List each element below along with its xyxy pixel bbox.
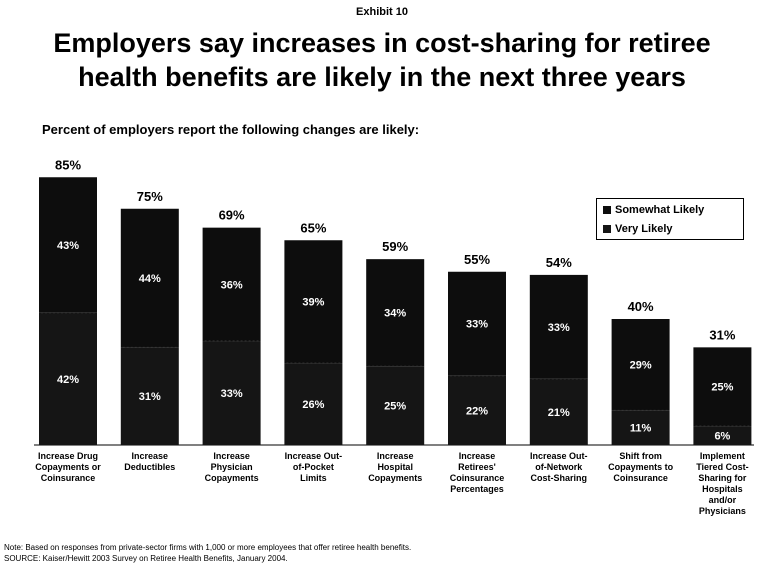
total-label: 31% — [709, 327, 735, 342]
data-label-somewhat-likely: 39% — [302, 297, 324, 309]
bar-very-likely — [202, 341, 261, 445]
category-label: Increase Drug Copayments or Coinsurance — [35, 451, 101, 483]
data-label-somewhat-likely: 36% — [221, 279, 243, 291]
data-label-very-likely: 42% — [57, 374, 79, 386]
bar-very-likely — [611, 410, 670, 445]
category-label: Increase Hospital Copayments — [368, 451, 422, 483]
bar-somewhat-likely — [529, 274, 588, 379]
total-label: 59% — [382, 239, 408, 254]
note-text: Note: Based on responses from private-se… — [4, 543, 412, 552]
bar-somewhat-likely — [693, 347, 752, 427]
exhibit-label: Exhibit 10 — [356, 6, 408, 18]
footnote: Note: Based on responses from private-se… — [4, 542, 411, 564]
data-label-somewhat-likely: 25% — [711, 382, 733, 394]
legend-swatch-somewhat-likely — [603, 206, 611, 214]
legend: Somewhat Likely Very Likely — [596, 198, 744, 240]
legend-item-very-likely: Very Likely — [597, 221, 743, 237]
category-label: Increase Retirees' Coinsurance Percentages — [450, 451, 505, 494]
bar-very-likely — [120, 347, 179, 445]
bar-very-likely — [366, 366, 425, 445]
legend-item-somewhat-likely: Somewhat Likely — [597, 202, 743, 218]
data-label-somewhat-likely: 34% — [384, 308, 406, 320]
data-label-somewhat-likely: 33% — [466, 319, 488, 331]
bar-somewhat-likely — [39, 177, 97, 313]
data-label-somewhat-likely: 43% — [57, 240, 79, 252]
bar-very-likely — [693, 426, 752, 445]
bar-somewhat-likely — [120, 208, 179, 348]
data-label-very-likely: 21% — [548, 407, 570, 419]
data-label-very-likely: 31% — [139, 391, 161, 403]
chart-subtitle: Percent of employers report the followin… — [42, 122, 420, 137]
data-label-very-likely: 22% — [466, 405, 488, 417]
category-label: Increase Deductibles — [124, 451, 175, 472]
legend-label-very-likely: Very Likely — [615, 223, 673, 235]
total-label: 54% — [546, 255, 572, 270]
data-label-very-likely: 11% — [630, 423, 652, 435]
bar-very-likely — [529, 378, 588, 445]
total-label: 40% — [628, 299, 654, 314]
data-label-very-likely: 26% — [302, 399, 324, 411]
total-label: 85% — [55, 157, 81, 172]
category-label: Increase Physician Copayments — [205, 451, 259, 483]
total-label: 55% — [464, 252, 490, 267]
data-label-very-likely: 25% — [384, 401, 406, 413]
data-label-somewhat-likely: 33% — [548, 322, 570, 334]
bar-very-likely — [284, 363, 343, 445]
total-label: 65% — [300, 220, 326, 235]
bar-somewhat-likely — [366, 259, 425, 367]
chart-title: Employers say increases in cost-sharing … — [53, 28, 711, 92]
data-label-very-likely: 33% — [221, 388, 243, 400]
bar-very-likely — [39, 312, 97, 445]
source-text: SOURCE: Kaiser/Hewitt 2003 Survey on Ret… — [4, 554, 288, 563]
bar-somewhat-likely — [448, 271, 506, 376]
bar-very-likely — [448, 375, 506, 445]
data-label-somewhat-likely: 29% — [630, 360, 652, 372]
category-label: Increase Out-of-Network Cost-Sharing — [530, 451, 588, 483]
category-label: Shift from Copayments to Coinsurance — [608, 451, 674, 483]
category-label: Implement Tiered Cost-Sharing for Hospital… — [696, 451, 748, 516]
total-label: 69% — [219, 208, 245, 223]
bar-somewhat-likely — [202, 227, 261, 342]
legend-label-somewhat-likely: Somewhat Likely — [615, 204, 705, 216]
bar-somewhat-likely — [611, 319, 670, 411]
legend-swatch-very-likely — [603, 225, 611, 233]
bar-somewhat-likely — [284, 240, 343, 364]
data-label-somewhat-likely: 44% — [139, 273, 161, 285]
category-label: Increase Out-of-Pocket Limits — [285, 451, 343, 483]
data-label-very-likely: 6% — [714, 431, 730, 443]
total-label: 75% — [137, 189, 163, 204]
